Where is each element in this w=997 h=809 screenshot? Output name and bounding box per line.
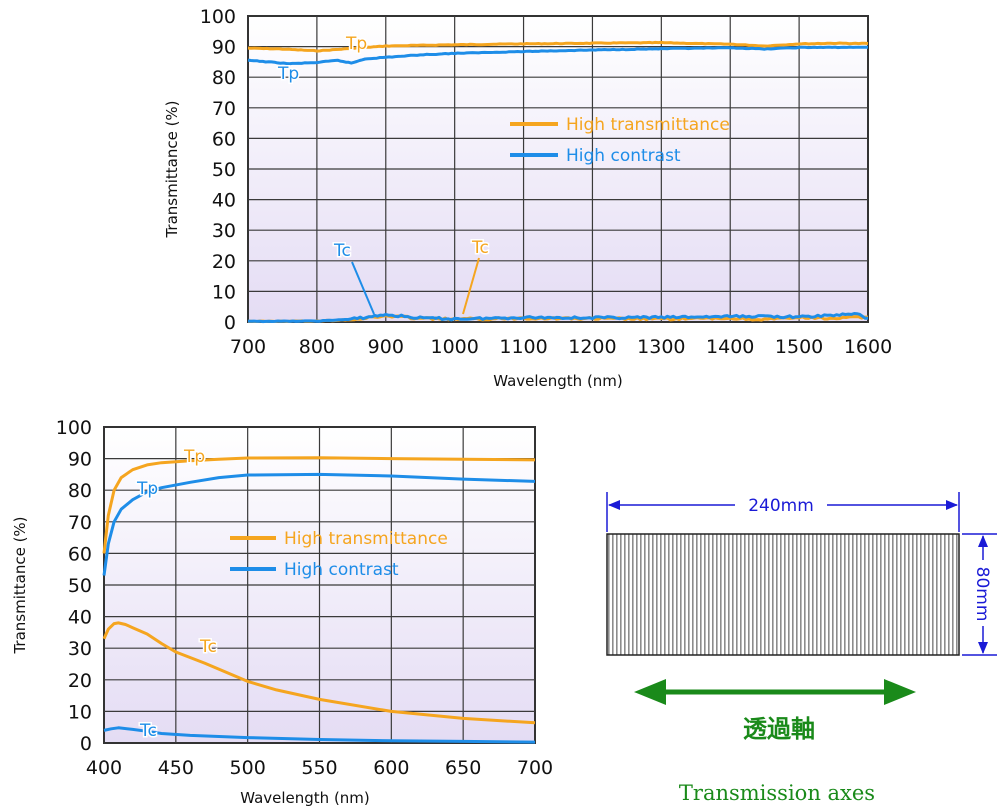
polarizer-sheet — [606, 533, 960, 656]
chart-visible-transmittance: 0 10 20 30 40 50 60 70 80 90 100 400 450 500 550 600 65… — [11, 417, 553, 807]
y-tick-label: 40 — [212, 190, 236, 212]
series-line-high-transmittance-tc — [102, 621, 536, 725]
y-tick-label: 0 — [224, 312, 236, 334]
width-label-bg — [735, 493, 827, 515]
y-tick-label: 90 — [68, 449, 92, 471]
x-tick-label: 1400 — [706, 336, 754, 358]
annotation-tp-high-contrast: Tp — [277, 64, 299, 84]
y-tick-label: 40 — [68, 607, 92, 629]
x-tick-label: 450 — [158, 757, 194, 779]
y-tick-label: 20 — [68, 670, 92, 692]
y-tick-label: 10 — [212, 281, 236, 303]
y-axis-label: Transmittance (%) — [163, 100, 181, 238]
y-tick-label: 30 — [212, 220, 236, 242]
legend-label-high-transmittance: High transmittance — [566, 115, 730, 135]
transmission-axis-label-jp: 透過軸 — [743, 715, 815, 743]
y-ticks: 0 10 20 30 40 50 60 70 80 90 100 — [56, 417, 92, 755]
legend-label-high-transmittance: High transmittance — [284, 529, 448, 549]
y-tick-label: 10 — [68, 701, 92, 723]
x-ticks: 700 800 900 1000 1100 1200 1300 1400 1500 1600 — [230, 336, 892, 358]
x-axis-label: Wavelength (nm) — [240, 789, 370, 807]
series-line-high-contrast-tp — [247, 45, 869, 66]
legend: High transmittance High contrast — [510, 115, 730, 166]
series-line-high-contrast-tc — [247, 312, 868, 324]
y-tick-label: 90 — [212, 37, 236, 59]
height-dimension-label: 80mm — [972, 567, 992, 622]
width-dimension-label: 240mm — [748, 496, 814, 516]
annotations: Tp Tp Tc Tc — [276, 33, 490, 315]
y-tick-label: 70 — [68, 512, 92, 534]
y-ticks: 0 10 20 30 40 50 60 70 80 90 100 — [200, 6, 236, 334]
series-line-high-contrast-tp — [102, 472, 536, 576]
y-tick-label: 30 — [68, 638, 92, 660]
x-tick-label: 1200 — [568, 336, 616, 358]
chart-ir-transmittance: 0 10 20 30 40 50 60 70 80 90 100 700 800 900 1000 1100… — [163, 6, 892, 390]
series-line-high-contrast-tc — [103, 726, 536, 744]
transmission-axis-arrow — [634, 679, 916, 705]
legend: High transmittance High contrast — [230, 529, 448, 580]
x-tick-label: 650 — [445, 757, 481, 779]
x-tick-label: 800 — [299, 336, 335, 358]
annotation-tc-high-contrast: Tc — [139, 721, 157, 741]
x-tick-label: 400 — [86, 757, 122, 779]
x-tick-label: 900 — [368, 336, 404, 358]
y-tick-label: 50 — [68, 575, 92, 597]
annotation-tc-high-contrast: Tc — [333, 241, 351, 261]
y-tick-label: 100 — [200, 6, 236, 28]
legend-label-high-contrast: High contrast — [284, 560, 399, 580]
y-tick-label: 20 — [212, 251, 236, 273]
y-axis-label: Transmittance (%) — [11, 516, 29, 654]
grid — [248, 16, 868, 322]
series-line-high-transmittance-tp — [247, 40, 869, 53]
height-label-bg — [972, 560, 994, 626]
annotation-tc-high-transmittance: Tc — [471, 238, 489, 258]
y-tick-label: 80 — [212, 67, 236, 89]
transmission-axis-label-en: Transmission axes — [679, 781, 875, 805]
y-tick-label: 0 — [80, 733, 92, 755]
x-ticks: 400 450 500 550 600 650 700 — [86, 757, 553, 779]
x-tick-label: 1000 — [430, 336, 478, 358]
x-axis-label: Wavelength (nm) — [493, 372, 623, 390]
legend-label-high-contrast: High contrast — [566, 146, 681, 166]
annotations: Tp Tp Tc Tc — [135, 446, 219, 743]
annotation-tp-high-transmittance: Tp — [345, 34, 367, 54]
y-tick-label: 60 — [212, 128, 236, 150]
y-tick-label: 70 — [212, 98, 236, 120]
x-tick-label: 1100 — [499, 336, 547, 358]
leader-tc-high-contrast — [351, 261, 375, 315]
y-tick-label: 60 — [68, 543, 92, 565]
y-tick-label: 100 — [56, 417, 92, 439]
polarizer-dimension-diagram: 240mm 80mm 透過軸 Transmission axes — [606, 492, 997, 805]
series-lines — [247, 40, 869, 324]
x-tick-label: 1600 — [844, 336, 892, 358]
x-tick-label: 700 — [230, 336, 266, 358]
x-tick-label: 500 — [230, 757, 266, 779]
series-line-high-transmittance-tp — [102, 456, 536, 554]
x-tick-label: 600 — [373, 757, 409, 779]
leader-tc-high-transmittance — [462, 257, 480, 315]
y-tick-label: 50 — [212, 159, 236, 181]
x-tick-label: 700 — [517, 757, 553, 779]
x-tick-label: 1300 — [637, 336, 685, 358]
annotation-tc-high-transmittance: Tc — [199, 637, 217, 657]
series-lines — [102, 456, 536, 744]
annotation-tp-high-contrast: Tp — [136, 479, 158, 499]
x-tick-label: 1500 — [775, 336, 823, 358]
x-tick-label: 550 — [301, 757, 337, 779]
annotation-tp-high-transmittance: Tp — [183, 447, 205, 467]
y-tick-label: 80 — [68, 480, 92, 502]
